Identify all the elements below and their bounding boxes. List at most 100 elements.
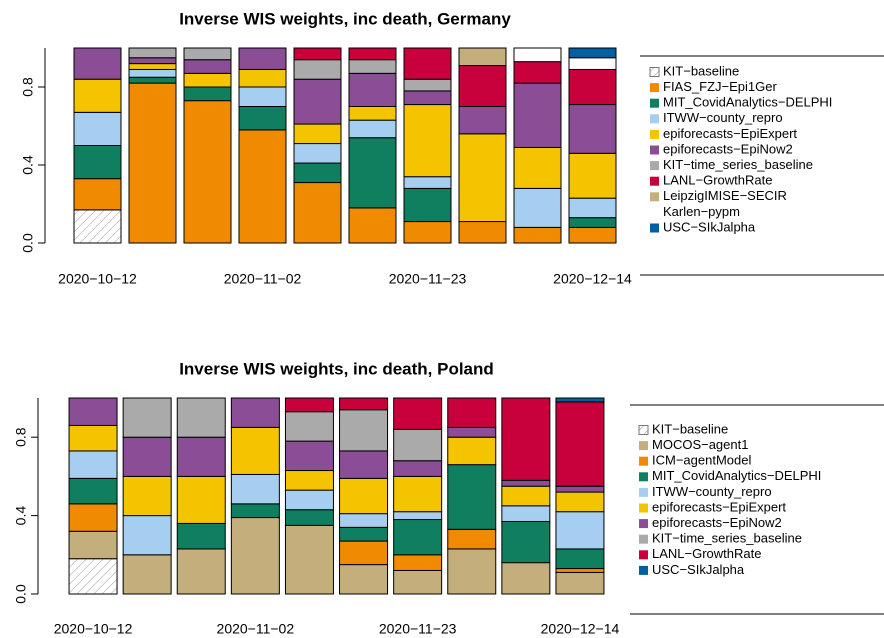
bar-segment <box>348 47 397 61</box>
y-tick-label: 0.0 <box>13 584 29 604</box>
bar-segment <box>238 106 287 131</box>
legend-swatch <box>650 129 659 139</box>
bar-segment <box>393 428 443 462</box>
bar-segment <box>128 63 177 70</box>
bar-segment <box>238 86 287 107</box>
bar-segment <box>458 47 507 67</box>
bar-segment <box>176 397 226 438</box>
bar-segment <box>128 82 177 244</box>
bar-segment <box>447 548 497 595</box>
bar-segment <box>568 152 617 199</box>
bar-segment <box>458 221 507 244</box>
bar-segment <box>348 207 397 244</box>
legend-label: KIT−time_series_baseline <box>663 157 813 172</box>
bar-segment <box>501 505 551 522</box>
x-tick-label: 2020−10−12 <box>54 621 133 637</box>
bar-segment <box>73 209 122 244</box>
legend-label: epiforecasts−EpiExpert <box>652 499 786 514</box>
legend-label: FIAS_FZJ−Epi1Ger <box>663 79 777 94</box>
bar-segment <box>568 57 617 70</box>
bar-segment <box>284 411 334 442</box>
legend-swatch <box>650 145 659 155</box>
bar-segment <box>393 397 443 430</box>
bar-segment <box>68 503 118 532</box>
legend-label: ITWW−county_repro <box>663 110 783 125</box>
bar-segment <box>238 47 287 70</box>
bar-segment <box>73 78 122 113</box>
bar-segment <box>122 436 172 477</box>
legend-label: Karlen−pypm <box>663 204 740 219</box>
bar-segment <box>122 554 172 595</box>
bar-segment <box>339 477 389 515</box>
bar-segment <box>339 450 389 479</box>
bar-segment <box>293 47 342 61</box>
bar-segment <box>555 397 605 403</box>
x-tick-label: 2020−11−02 <box>217 621 295 637</box>
bar-segment <box>73 145 122 180</box>
bar-segment <box>339 540 389 566</box>
bar-segment <box>555 511 605 550</box>
legend-label: LeipzigIMISE−SECIR <box>663 188 787 203</box>
y-tick-label: 0.4 <box>20 155 36 175</box>
legend-swatch <box>650 207 659 217</box>
legend-swatch <box>650 176 659 186</box>
bar-segment <box>393 554 443 571</box>
bar-segment <box>447 528 497 550</box>
bar-segment <box>458 65 507 108</box>
x-tick-label: 2020−11−23 <box>379 621 457 637</box>
x-tick-label: 2020−12−14 <box>541 621 620 637</box>
legend-swatch <box>650 114 659 124</box>
legend-label: KIT−baseline <box>652 421 728 436</box>
bar-segment <box>183 100 232 244</box>
bar-segment <box>293 182 342 244</box>
bar-segment <box>176 548 226 595</box>
x-tick-label: 2020−11−02 <box>224 271 302 287</box>
bar-segment <box>403 104 452 178</box>
bar-segment <box>447 397 497 428</box>
bar-segment <box>339 526 389 542</box>
bar-segment <box>348 59 397 74</box>
bar-segment <box>68 558 118 595</box>
bar-segment <box>284 524 334 595</box>
bar-segment <box>128 57 177 65</box>
bar-segment <box>501 562 551 595</box>
bar-segment <box>513 226 562 244</box>
legend-swatch <box>639 565 648 575</box>
bar-segment <box>339 513 389 528</box>
bar-segment <box>568 68 617 106</box>
legend-swatch <box>650 83 659 93</box>
bar-segment <box>501 479 551 487</box>
bar-segment <box>128 76 177 84</box>
bar-segment <box>513 187 562 228</box>
bar-segment <box>447 436 497 466</box>
bar-segment <box>73 111 122 146</box>
chart-title: Inverse WIS weights, inc death, Poland <box>179 359 494 378</box>
bar-segment <box>555 491 605 513</box>
bar-segment <box>238 129 287 244</box>
bar-segment <box>339 409 389 452</box>
bar-segment <box>447 426 497 438</box>
bar-segment <box>183 72 232 88</box>
bar-segment <box>403 221 452 244</box>
chart-title: Inverse WIS weights, inc death, Germany <box>179 9 511 28</box>
bar-segment <box>176 522 226 550</box>
bar-segment <box>393 460 443 477</box>
bar-segment <box>447 464 497 530</box>
bar-segment <box>501 485 551 507</box>
bar-segment <box>176 475 226 524</box>
bar-segment <box>68 477 118 505</box>
bar-segment <box>183 47 232 61</box>
bar-segment <box>183 59 232 74</box>
y-tick-label: 0.0 <box>20 233 36 253</box>
bar-segment <box>348 119 397 139</box>
bar-segment <box>393 511 443 521</box>
bar-segment <box>501 520 551 564</box>
bar-segment <box>122 475 172 517</box>
legend-swatch <box>639 441 648 451</box>
bar-segment <box>513 82 562 148</box>
legend-swatch <box>649 67 660 77</box>
bar-segment <box>568 47 617 59</box>
bar-segment <box>68 450 118 479</box>
